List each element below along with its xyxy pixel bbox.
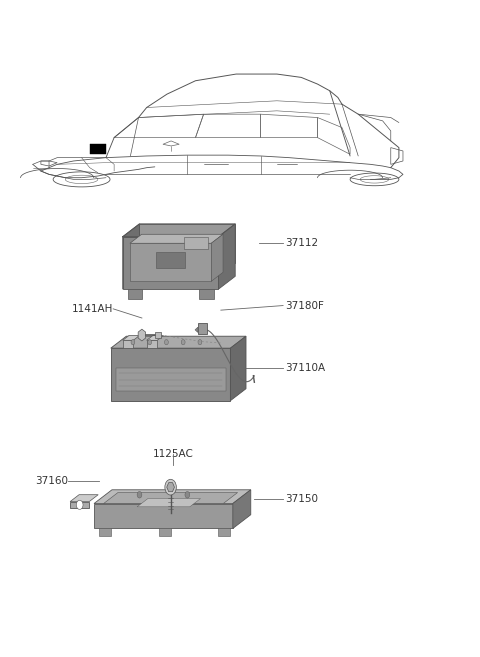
Polygon shape	[195, 327, 198, 332]
Polygon shape	[211, 235, 223, 281]
Polygon shape	[140, 224, 235, 263]
Text: 1125AC: 1125AC	[153, 449, 193, 459]
Polygon shape	[94, 489, 251, 503]
Polygon shape	[99, 528, 111, 536]
Polygon shape	[230, 336, 246, 401]
Circle shape	[165, 340, 168, 345]
Polygon shape	[111, 336, 246, 348]
Polygon shape	[184, 237, 208, 248]
Polygon shape	[147, 336, 163, 340]
Polygon shape	[94, 503, 233, 528]
Polygon shape	[90, 145, 106, 154]
Polygon shape	[128, 289, 142, 299]
Polygon shape	[111, 348, 230, 401]
Polygon shape	[218, 528, 230, 536]
Polygon shape	[123, 340, 133, 348]
Polygon shape	[116, 368, 226, 391]
Polygon shape	[123, 237, 218, 289]
Polygon shape	[156, 252, 185, 268]
Polygon shape	[155, 332, 160, 338]
Text: 37180F: 37180F	[286, 300, 324, 311]
Polygon shape	[70, 495, 98, 501]
Polygon shape	[199, 289, 214, 299]
Polygon shape	[104, 493, 238, 503]
Circle shape	[137, 491, 142, 498]
Circle shape	[185, 491, 190, 498]
Polygon shape	[130, 235, 223, 243]
Circle shape	[131, 340, 135, 345]
Circle shape	[165, 480, 176, 495]
Polygon shape	[130, 243, 211, 281]
Polygon shape	[167, 483, 174, 491]
Text: 1141AH: 1141AH	[72, 304, 113, 314]
Text: 37112: 37112	[286, 238, 319, 248]
Polygon shape	[147, 340, 157, 348]
Polygon shape	[233, 489, 251, 528]
Circle shape	[181, 340, 185, 345]
Circle shape	[148, 340, 152, 345]
Text: 37160: 37160	[35, 476, 68, 486]
Polygon shape	[70, 501, 89, 508]
Polygon shape	[218, 224, 235, 289]
Polygon shape	[198, 323, 207, 334]
Polygon shape	[137, 499, 201, 507]
Text: 37150: 37150	[286, 494, 318, 504]
Text: 37110A: 37110A	[286, 363, 325, 373]
Polygon shape	[123, 224, 140, 289]
Polygon shape	[123, 336, 140, 340]
Polygon shape	[138, 329, 145, 341]
Circle shape	[198, 340, 202, 345]
Polygon shape	[158, 528, 170, 536]
Circle shape	[76, 500, 83, 509]
